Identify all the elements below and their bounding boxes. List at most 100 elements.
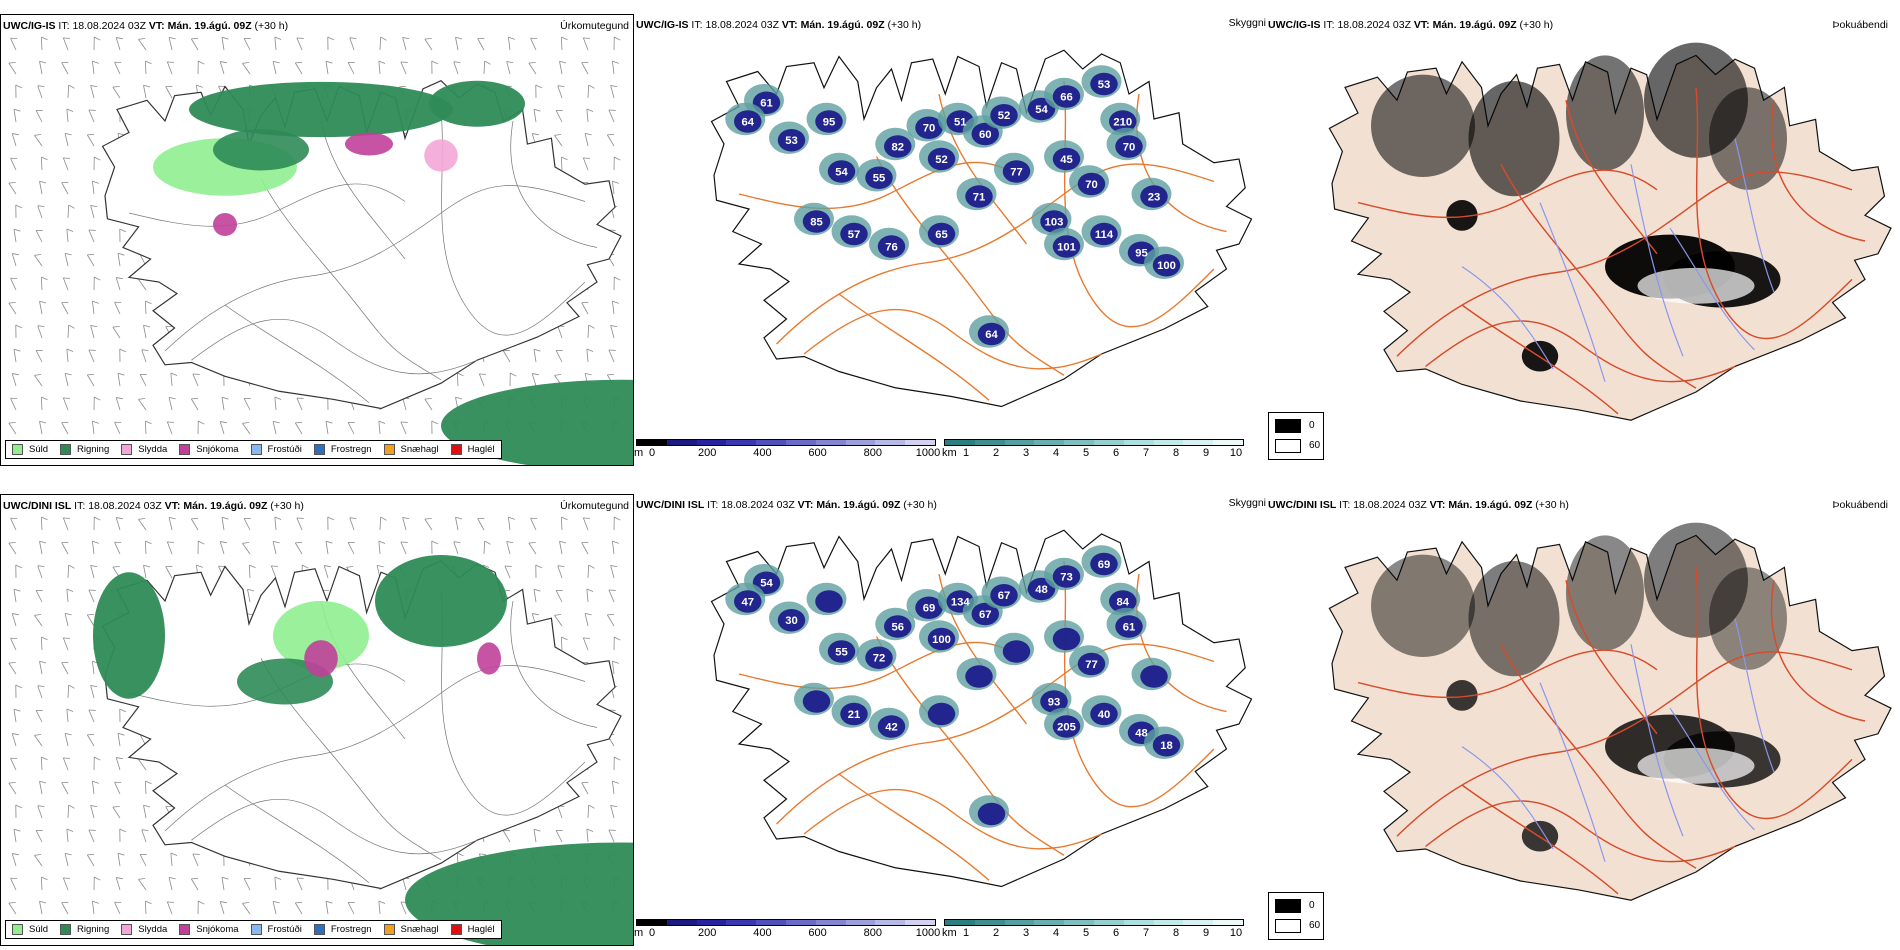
barb-flag bbox=[61, 541, 69, 544]
wind-barb bbox=[402, 517, 410, 531]
barb-flag bbox=[39, 900, 47, 904]
wind-barb bbox=[13, 228, 21, 243]
wind-barb bbox=[8, 61, 17, 75]
wind-barb bbox=[582, 637, 591, 651]
road-line bbox=[776, 643, 1215, 825]
barb-flag bbox=[557, 565, 565, 567]
barb-flag bbox=[431, 60, 438, 65]
barb-shaft bbox=[10, 158, 17, 171]
lead-time: (+30 h) bbox=[903, 499, 937, 511]
wind-barb bbox=[221, 876, 229, 891]
barb-flag bbox=[581, 541, 589, 544]
valid-time: Mán. 19.ágú. 09Z bbox=[1432, 19, 1517, 31]
barb-shaft bbox=[349, 37, 355, 51]
visibility-value-label: 72 bbox=[873, 653, 886, 665]
visibility-m-area bbox=[1152, 734, 1181, 757]
barb-flag bbox=[583, 517, 591, 519]
barb-shaft bbox=[528, 542, 537, 555]
barb-flag bbox=[141, 829, 149, 831]
barb-flag bbox=[378, 540, 386, 544]
barb-shaft bbox=[274, 877, 277, 891]
barb-flag bbox=[612, 60, 619, 64]
wind-barb bbox=[247, 588, 255, 603]
barb-flag bbox=[114, 301, 122, 303]
wind-barb bbox=[166, 421, 175, 435]
wind-barb bbox=[92, 540, 99, 555]
barb-shaft bbox=[506, 61, 511, 75]
barb-shaft bbox=[478, 373, 485, 387]
wind-barb bbox=[138, 877, 147, 891]
barb-flag bbox=[607, 613, 615, 616]
barb-flag bbox=[559, 60, 567, 64]
wind-barb bbox=[325, 900, 333, 915]
wind-barb bbox=[530, 517, 538, 531]
barb-shaft bbox=[66, 829, 69, 843]
road-line bbox=[224, 304, 370, 404]
barb-flag bbox=[15, 324, 22, 329]
barb-shaft bbox=[11, 733, 17, 747]
barb-shaft bbox=[582, 517, 589, 531]
barb-shaft bbox=[530, 38, 537, 51]
barb-flag bbox=[556, 109, 563, 111]
barb-flag bbox=[581, 781, 589, 784]
barb-shaft bbox=[92, 781, 95, 795]
legend-swatch bbox=[383, 924, 395, 935]
wind-barb bbox=[66, 708, 74, 723]
fog-legend-label: 60 bbox=[1309, 440, 1321, 451]
wind-barb bbox=[168, 36, 176, 51]
barb-flag bbox=[61, 661, 69, 664]
wind-barb bbox=[587, 804, 595, 819]
barb-flag bbox=[191, 397, 199, 400]
visibility-value-label: 101 bbox=[1057, 241, 1076, 253]
scale-segment bbox=[756, 440, 786, 445]
barb-flag bbox=[90, 685, 98, 688]
barb-shaft bbox=[39, 181, 43, 195]
barb-flag bbox=[13, 708, 21, 712]
wind-barb bbox=[13, 708, 21, 723]
wind-barb bbox=[37, 205, 45, 219]
barb-flag bbox=[90, 805, 98, 808]
barb-flag bbox=[504, 565, 512, 567]
barb-flag bbox=[63, 877, 71, 879]
barb-shaft bbox=[112, 326, 121, 339]
barb-shaft bbox=[168, 877, 173, 891]
barb-flag bbox=[167, 541, 175, 543]
barb-flag bbox=[325, 420, 333, 424]
barb-shaft bbox=[347, 542, 355, 555]
barb-flag bbox=[13, 588, 21, 592]
barb-shaft bbox=[221, 37, 225, 51]
wind-barb bbox=[117, 252, 125, 267]
barb-flag bbox=[400, 61, 408, 63]
barb-flag bbox=[37, 205, 45, 207]
panel-header: UWC/IG-IS IT: 18.08.2024 03Z VT: Mán. 19… bbox=[1268, 19, 1553, 31]
coastline bbox=[710, 49, 1253, 408]
barb-shaft bbox=[612, 61, 615, 75]
wind-barb bbox=[66, 828, 74, 843]
wind-barb bbox=[378, 540, 386, 555]
scale-segment bbox=[1153, 440, 1184, 445]
wind-barb bbox=[327, 36, 334, 51]
barb-flag bbox=[138, 877, 146, 880]
barb-shaft bbox=[274, 397, 277, 411]
visibility-value-label: 60 bbox=[979, 129, 992, 141]
wind-barb bbox=[93, 276, 101, 291]
barb-flag bbox=[119, 828, 126, 833]
barb-flag bbox=[63, 397, 71, 399]
wind-barb bbox=[560, 516, 568, 531]
wind-barb bbox=[477, 37, 485, 51]
barb-shaft bbox=[67, 684, 70, 699]
road-line bbox=[1695, 87, 1853, 340]
barb-flag bbox=[607, 373, 615, 376]
barb-shaft bbox=[144, 420, 147, 435]
wind-barb bbox=[40, 36, 48, 51]
barb-shaft bbox=[612, 301, 615, 315]
barb-flag bbox=[63, 37, 71, 39]
barb-shaft bbox=[114, 542, 121, 555]
wind-barb bbox=[34, 373, 43, 387]
barb-flag bbox=[272, 540, 280, 544]
road-line bbox=[875, 156, 1065, 376]
visibility-m-area bbox=[1090, 222, 1118, 246]
barb-shaft bbox=[64, 613, 69, 627]
visibility-value-label: 70 bbox=[923, 123, 936, 135]
wind-barb bbox=[88, 829, 96, 843]
